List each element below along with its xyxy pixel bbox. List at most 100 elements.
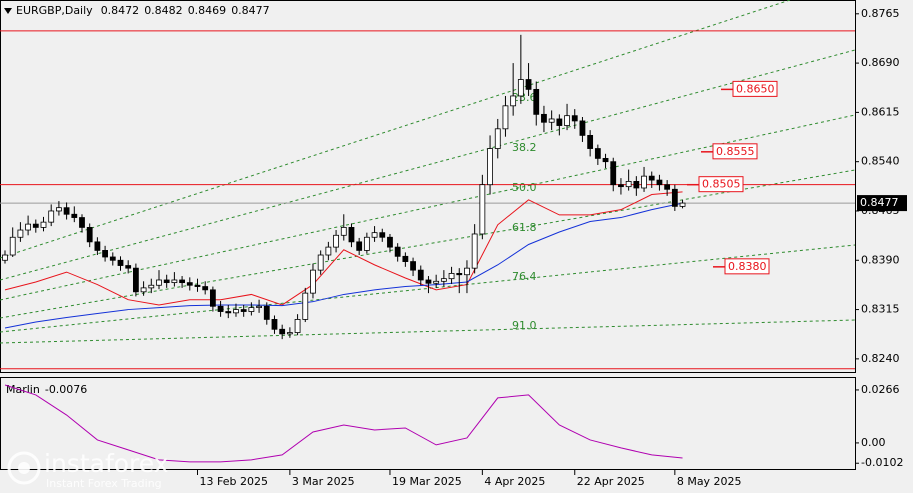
- low: 0.8469: [188, 4, 227, 17]
- logo: [18, 462, 30, 474]
- candle-body: [487, 148, 493, 186]
- candle-body: [425, 279, 432, 284]
- candle-body: [448, 273, 455, 280]
- y-tick-label: 0.8390: [861, 253, 900, 266]
- candle-body: [387, 236, 393, 248]
- oscillator-name: Marlin: [6, 383, 40, 396]
- candle-body: [171, 279, 178, 284]
- header-arrow: [4, 8, 12, 14]
- candle-body: [564, 115, 570, 126]
- oscillator-title: Marlin -0.0076: [6, 383, 87, 396]
- x-tick-label: 4 Apr 2025: [484, 475, 545, 488]
- fib-label: 76.4: [512, 270, 537, 283]
- last-price-box: [857, 195, 907, 212]
- candle-body: [132, 267, 139, 293]
- candle-body: [363, 236, 370, 251]
- y-tick-label: 0.8240: [861, 352, 900, 365]
- candle-body: [225, 311, 232, 314]
- candle-body: [2, 254, 8, 261]
- y-tick-label: 0.8315: [861, 303, 900, 316]
- open: 0.8472: [101, 4, 140, 17]
- candle-body: [256, 305, 262, 308]
- candle-body: [32, 223, 39, 228]
- candle-body: [271, 319, 278, 330]
- candle-body: [610, 161, 617, 186]
- candle-body: [502, 105, 509, 130]
- candle-body: [410, 261, 416, 271]
- price-label: 0.8380: [728, 260, 767, 273]
- oscillator-line: [4, 384, 683, 463]
- candle-body: [648, 175, 655, 181]
- candle-body: [140, 287, 147, 293]
- fib-label: 38.2: [512, 141, 537, 154]
- osc-y-tick-label: -0.0102: [861, 456, 903, 469]
- candle-body: [163, 279, 170, 284]
- symbol: EURGBP,Daily: [16, 4, 93, 17]
- candle-body: [594, 148, 601, 159]
- tagline: Instant Forex Trading: [46, 477, 162, 490]
- candle-body: [40, 221, 47, 228]
- candle-body: [148, 284, 155, 289]
- candle-body: [541, 113, 547, 123]
- main-frame: [0, 0, 856, 373]
- candle-body: [633, 180, 640, 189]
- price-label: 0.8650: [736, 82, 775, 95]
- candle-body: [109, 256, 116, 261]
- candle-body: [317, 254, 324, 271]
- logo: [7, 451, 41, 485]
- candle-body: [86, 227, 93, 243]
- fan-line: [0, 169, 856, 319]
- candle-body: [510, 95, 517, 107]
- candle-body: [194, 284, 201, 287]
- candle-body: [333, 234, 339, 248]
- oscillator-value: -0.0076: [45, 383, 87, 396]
- candle-body: [517, 79, 524, 97]
- candle-body: [325, 246, 332, 256]
- candle-body: [209, 289, 216, 307]
- candle-body: [402, 255, 409, 262]
- candle-body: [579, 120, 586, 136]
- candle-body: [394, 246, 401, 257]
- candle-body: [63, 207, 70, 215]
- candle-body: [440, 278, 447, 282]
- candle-body: [556, 118, 563, 126]
- candle-body: [679, 202, 686, 207]
- candle-body: [117, 259, 124, 266]
- candle-body: [379, 232, 386, 238]
- candle-body: [71, 213, 78, 218]
- last-price-label: 0.8477: [860, 196, 899, 209]
- candle-body: [125, 265, 132, 269]
- candle-body: [310, 269, 316, 294]
- price-label-box: [732, 80, 778, 97]
- candle-body: [248, 307, 255, 312]
- candle-body: [217, 305, 224, 312]
- candle-body: [156, 279, 162, 286]
- y-tick-label: 0.8540: [861, 155, 900, 168]
- candle-body: [464, 267, 470, 276]
- moving-average: [4, 191, 683, 306]
- candle-body: [240, 309, 247, 312]
- candle-body: [671, 188, 678, 207]
- price-label: 0.8505: [702, 178, 741, 191]
- x-tick-label: 8 May 2025: [677, 475, 742, 488]
- candle-body: [286, 332, 293, 335]
- candle-body: [55, 207, 62, 212]
- candle-body: [456, 273, 463, 276]
- y-tick-label: 0.8765: [861, 7, 900, 20]
- candle-body: [371, 232, 378, 238]
- candle-body: [279, 328, 286, 335]
- watermark: instaforex Instant Forex Trading: [7, 449, 169, 490]
- candle-body: [664, 184, 671, 190]
- candle-body: [587, 134, 594, 149]
- high: 0.8482: [144, 4, 183, 17]
- candle-body: [94, 241, 101, 251]
- candle-body: [548, 118, 555, 123]
- oscillator-frame: [0, 377, 856, 470]
- candle-body: [525, 79, 532, 90]
- price-label-box: [698, 176, 744, 193]
- close: 0.8477: [231, 4, 270, 17]
- x-tick-label: 22 Apr 2025: [577, 475, 645, 488]
- fib-label: 91.0: [512, 319, 537, 332]
